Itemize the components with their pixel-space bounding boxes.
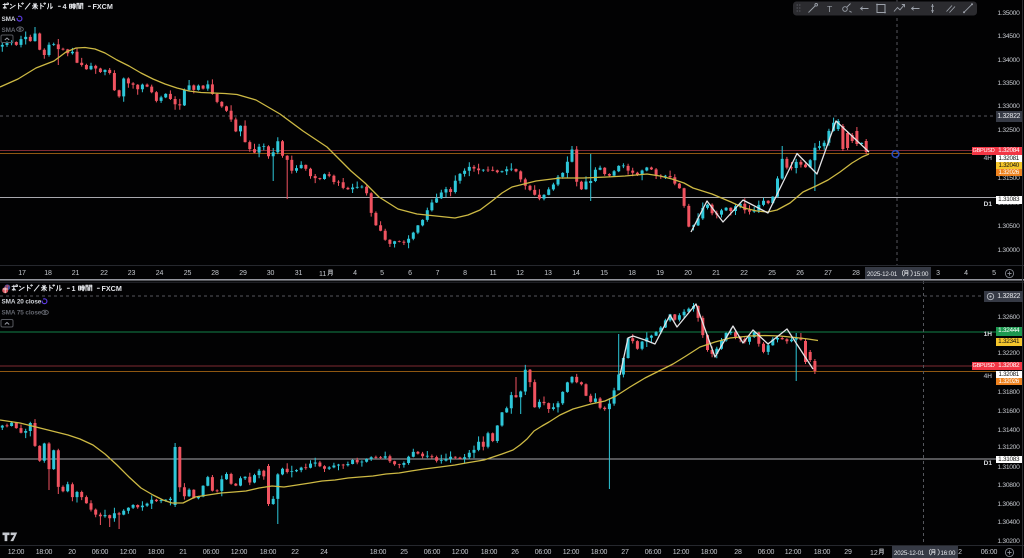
svg-text:11: 11: [319, 271, 326, 278]
svg-text:2025-12-01: 2025-12-01: [894, 550, 925, 557]
svg-text:FXCM: FXCM: [102, 284, 122, 293]
svg-text:2025-12-01: 2025-12-01: [867, 271, 898, 278]
svg-text:12: 12: [870, 550, 878, 557]
svg-text:SMA: SMA: [2, 27, 16, 34]
svg-text:SMA 20 close: SMA 20 close: [2, 298, 42, 305]
svg-text:16:00: 16:00: [940, 550, 955, 557]
svg-text:T: T: [827, 4, 833, 14]
svg-text:SMA 75 close: SMA 75 close: [2, 310, 42, 317]
svg-text:1: 1: [72, 284, 76, 293]
svg-text:SMA: SMA: [2, 16, 16, 23]
svg-text:15:00: 15:00: [913, 271, 928, 278]
svg-text:FXCM: FXCM: [93, 2, 113, 11]
svg-text:4: 4: [63, 2, 67, 11]
